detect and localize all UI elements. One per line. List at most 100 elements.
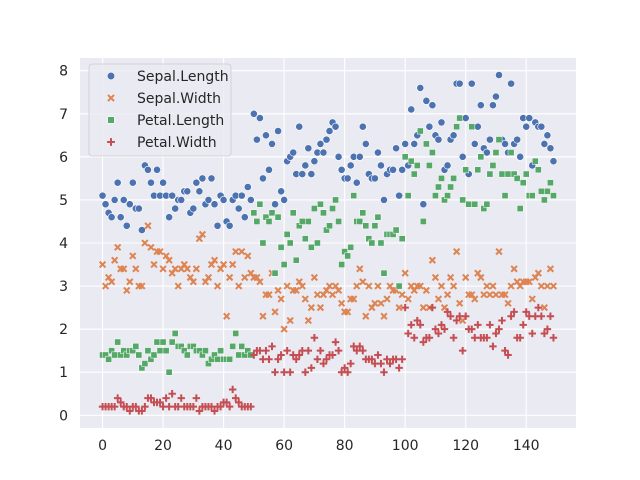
tick-labels: 0 20 40 60 80 100 120 140 0 1 2 3 4 5 6 7 8: [59, 64, 540, 454]
data-point: [243, 183, 252, 191]
data-point: [340, 364, 349, 372]
data-point: [168, 338, 176, 346]
data-point: [192, 265, 200, 273]
data-point: [116, 213, 125, 222]
data-point: [549, 157, 558, 166]
data-point: [162, 394, 170, 402]
data-point: [98, 260, 107, 269]
data-point: [265, 218, 273, 225]
data-point: [137, 226, 146, 234]
data-point: [156, 248, 164, 256]
data-point: [165, 213, 174, 222]
data-point: [471, 295, 479, 303]
data-point: [498, 316, 506, 325]
data-point: [501, 346, 509, 355]
data-point: [114, 243, 122, 251]
legend-item: Sepal.Width: [107, 91, 221, 107]
legend-label: Petal.Length: [137, 113, 224, 129]
data-point: [504, 170, 512, 178]
data-point: [132, 402, 140, 411]
data-point: [447, 183, 454, 191]
data-point: [150, 260, 158, 269]
data-point: [410, 140, 419, 148]
data-point: [495, 136, 503, 143]
data-point: [204, 196, 213, 204]
data-point: [177, 196, 186, 204]
data-point: [289, 148, 298, 157]
data-point: [274, 286, 282, 294]
data-point: [489, 101, 497, 110]
data-point: [492, 329, 500, 338]
y-tick-label: 8: [59, 64, 68, 80]
data-point: [368, 239, 376, 247]
data-point: [437, 118, 446, 127]
data-point: [419, 218, 427, 225]
data-point: [298, 218, 306, 225]
data-point: [259, 239, 267, 247]
data-point: [534, 303, 543, 312]
data-point: [235, 282, 243, 290]
data-point: [389, 165, 397, 174]
data-point: [334, 286, 343, 294]
x-tick-label: 140: [513, 438, 540, 454]
data-point: [434, 135, 443, 144]
data-point: [223, 312, 231, 320]
data-point: [350, 295, 358, 303]
data-point: [226, 273, 234, 282]
data-point: [304, 316, 312, 325]
data-point: [111, 351, 119, 359]
data-point: [207, 174, 216, 183]
data-point: [147, 178, 155, 187]
data-point: [470, 140, 479, 148]
data-point: [456, 114, 463, 122]
data-point: [416, 282, 424, 290]
data-point: [432, 192, 439, 199]
data-point: [395, 364, 403, 372]
data-point: [183, 187, 192, 196]
data-point: [346, 161, 355, 170]
data-point: [540, 140, 549, 148]
data-point: [392, 144, 400, 153]
data-point: [337, 165, 346, 174]
data-point: [426, 162, 433, 169]
data-point: [482, 148, 491, 157]
data-point: [256, 114, 264, 122]
data-point: [474, 321, 482, 329]
data-point: [525, 278, 533, 286]
data-point: [428, 256, 437, 264]
data-point: [398, 165, 407, 174]
data-point: [401, 140, 410, 148]
data-point: [416, 321, 424, 329]
data-point: [235, 398, 243, 407]
legend-marker: [106, 71, 116, 81]
data-point: [228, 385, 237, 394]
data-point: [419, 200, 428, 209]
data-point: [308, 243, 315, 251]
y-tick-label: 2: [59, 322, 68, 338]
data-point: [458, 346, 467, 355]
data-point: [531, 157, 539, 165]
data-point: [198, 230, 207, 238]
data-point: [210, 200, 219, 209]
y-tick-label: 6: [59, 150, 68, 166]
data-point: [492, 291, 500, 299]
data-point: [461, 312, 470, 320]
series-sepal-width: [98, 222, 558, 333]
data-point: [126, 278, 134, 286]
data-point: [332, 196, 339, 204]
data-point: [119, 196, 128, 204]
data-point: [256, 200, 264, 208]
data-point: [489, 342, 497, 351]
data-point: [528, 295, 536, 303]
data-point: [192, 394, 201, 402]
y-tick-label: 3: [59, 279, 68, 295]
data-point: [413, 162, 421, 169]
data-point: [428, 303, 437, 312]
data-point: [322, 355, 331, 363]
data-point: [443, 291, 452, 299]
data-point: [359, 278, 367, 286]
data-point: [449, 282, 458, 290]
legend: Sepal.Length Sepal.Width Petal.Length Petal…: [88, 63, 232, 157]
data-point: [374, 351, 382, 359]
data-point: [525, 114, 534, 122]
